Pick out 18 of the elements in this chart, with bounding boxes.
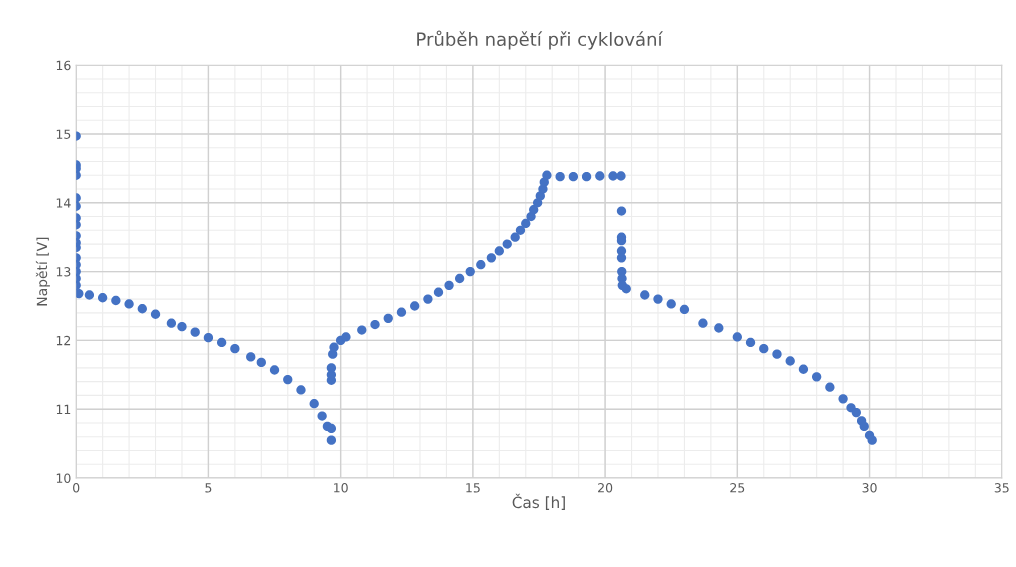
y-tick-label: 15 xyxy=(56,129,71,139)
chart-title: Průběh napětí při cyklování xyxy=(417,30,663,50)
y-tick-label: 16 xyxy=(56,60,71,71)
x-axis-title: Čas [h] xyxy=(512,493,565,510)
y-tick-label: 14 xyxy=(56,198,71,208)
y-axis-title: Napětí [V] xyxy=(35,237,50,306)
y-tick-label: 11 xyxy=(56,404,71,414)
y-tick-label: 13 xyxy=(56,267,71,277)
x-tick-label: 25 xyxy=(730,483,745,493)
x-tick-label: 5 xyxy=(205,483,212,493)
x-tick-label: 20 xyxy=(598,483,613,493)
y-tick-label: 12 xyxy=(56,335,71,346)
x-tick-label: 15 xyxy=(466,483,480,493)
x-tick-label: 0 xyxy=(73,483,80,493)
x-tick-label: 30 xyxy=(862,483,877,493)
x-tick-label: 35 xyxy=(994,483,1009,493)
x-tick-label: 10 xyxy=(334,483,348,493)
y-tick-label: 10 xyxy=(56,473,71,483)
